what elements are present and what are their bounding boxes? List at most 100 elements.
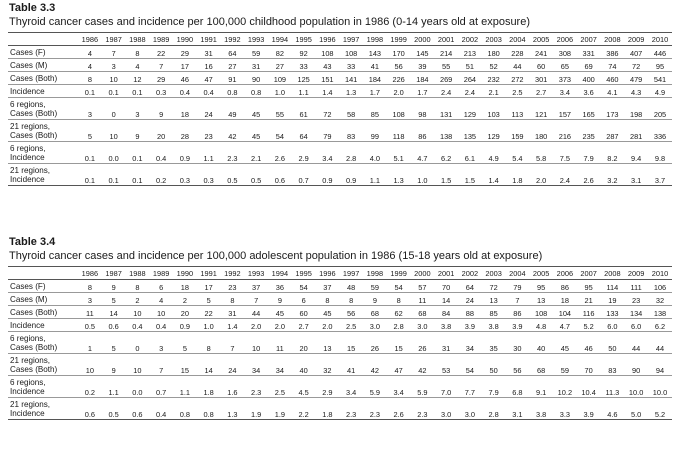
table-cell: 4.1 xyxy=(600,84,625,98)
table-cell: 125 xyxy=(291,71,316,85)
table-cell: 44 xyxy=(648,331,672,354)
table-cell: 57 xyxy=(410,279,435,293)
year-header: 1993 xyxy=(244,32,268,46)
table-cell: 1.5 xyxy=(458,163,482,186)
table-cell: 1.4 xyxy=(481,163,506,186)
table-cell: 2.3 xyxy=(244,375,268,398)
table-cell: 272 xyxy=(505,71,530,85)
table-cell: 0.1 xyxy=(101,163,126,186)
table-cell: 9 xyxy=(101,279,126,293)
row-label: Cases (Both) xyxy=(8,71,78,85)
table-cell: 83 xyxy=(339,119,363,142)
table-cell: 0.7 xyxy=(149,375,173,398)
table-cell: 2.0 xyxy=(386,84,411,98)
table-row: Cases (F) 8 9 8 6 18 17 23 37 36 54 37 48 59 54 57 70 64 7… xyxy=(8,279,672,293)
table-cell: 0.9 xyxy=(339,163,363,186)
table-cell: 3.4 xyxy=(553,84,577,98)
row-label: 21 regions, Incidence xyxy=(8,163,78,186)
table-cell: 3.4 xyxy=(339,375,363,398)
year-header: 1994 xyxy=(268,266,292,280)
table-row: Incidence 0.5 0.6 0.4 0.4 0.9 1.0 1.4 2.0 2.0 2.7 2… xyxy=(8,318,672,332)
table-cell: 10.0 xyxy=(624,375,648,398)
table-cell: 2.3 xyxy=(410,397,435,420)
table-cell: 308 xyxy=(553,45,577,59)
table-cell: 1.1 xyxy=(291,84,316,98)
table-cell: 5.4 xyxy=(505,141,530,164)
table-cell: 336 xyxy=(648,119,672,142)
table-cell: 7.9 xyxy=(576,141,601,164)
table-cell: 8 xyxy=(315,292,340,306)
table-cell: 8 xyxy=(196,331,221,354)
table-cell: 90 xyxy=(624,353,648,376)
table-cell: 3.9 xyxy=(576,397,601,420)
row-label-line: Cases (M) xyxy=(10,295,48,304)
table-cell: 8.2 xyxy=(600,141,625,164)
table-cell: 5.2 xyxy=(648,397,672,420)
table-cell: 400 xyxy=(576,71,601,85)
table-cell: 0.3 xyxy=(149,84,173,98)
table-cell: 9 xyxy=(101,353,126,376)
table-cell: 5.0 xyxy=(624,397,648,420)
table-cell: 226 xyxy=(386,71,411,85)
table-cell: 0.8 xyxy=(244,84,268,98)
year-header: 2003 xyxy=(481,32,506,46)
table-cell: 1.0 xyxy=(196,318,221,332)
row-label-line: Incidence xyxy=(10,387,45,396)
row-label-line: 6 regions, xyxy=(10,378,46,387)
table-cell: 0.1 xyxy=(78,163,102,186)
table-cell: 108 xyxy=(339,45,363,59)
table-cell: 0.8 xyxy=(173,397,197,420)
table-cell: 60 xyxy=(291,305,316,319)
table-cell: 16 xyxy=(196,58,221,72)
table-cell: 241 xyxy=(529,45,553,59)
table-cell: 36 xyxy=(268,279,292,293)
table-cell: 44 xyxy=(505,58,530,72)
table-cell: 0 xyxy=(101,97,126,120)
table-row: 6 regions, Cases (Both) 3 0 3 9 18 24 49 45 55 61 72… xyxy=(8,97,672,120)
year-header: 2002 xyxy=(458,32,482,46)
table-cell: 1.4 xyxy=(315,84,340,98)
table-cell: 17 xyxy=(173,58,197,72)
table-cell: 129 xyxy=(458,97,482,120)
table-row: 21 regions, Cases (Both) 5 10 9 20 28 23 42 45 54 6… xyxy=(8,119,672,142)
year-header: 2004 xyxy=(505,32,530,46)
table-cell: 11 xyxy=(410,292,435,306)
table-cell: 7.9 xyxy=(481,375,506,398)
table-cell: 91 xyxy=(220,71,245,85)
year-header: 2009 xyxy=(624,266,648,280)
row-label-header xyxy=(8,266,78,280)
year-header: 2009 xyxy=(624,32,648,46)
table-cell: 113 xyxy=(505,97,530,120)
table-number: Table 3.4 xyxy=(9,236,56,248)
year-header: 1996 xyxy=(315,266,340,280)
table-cell: 2.4 xyxy=(553,163,577,186)
table-cell: 34 xyxy=(268,353,292,376)
table-cell: 64 xyxy=(458,279,482,293)
table-number: Table 3.3 xyxy=(9,2,56,14)
table-cell: 44 xyxy=(624,331,648,354)
year-header: 2005 xyxy=(529,266,553,280)
table-row: 21 regions, Incidence 0.6 0.5 0.6 0.4 0.8 0.8 1.… xyxy=(8,397,672,420)
table-cell: 264 xyxy=(458,71,482,85)
table-cell: 0.3 xyxy=(173,163,197,186)
data-table: 1986 1987 1988 1989 1990 1991 1992 1993 1994 1995… xyxy=(8,32,672,186)
table-cell: 281 xyxy=(624,119,648,142)
table-cell: 1.8 xyxy=(315,397,340,420)
table-cell: 3.8 xyxy=(434,318,458,332)
table-cell: 70 xyxy=(434,279,458,293)
table-cell: 3.9 xyxy=(505,318,530,332)
table-cell: 27 xyxy=(220,58,245,72)
table-cell: 7 xyxy=(149,58,173,72)
year-header: 1989 xyxy=(149,266,173,280)
table-cell: 42 xyxy=(410,353,435,376)
table-cell: 8 xyxy=(220,292,245,306)
table-cell: 2.8 xyxy=(386,318,411,332)
table-cell: 2.4 xyxy=(458,84,482,98)
table-cell: 42 xyxy=(363,353,387,376)
table-cell: 0.1 xyxy=(125,141,150,164)
row-label: Cases (Both) xyxy=(8,305,78,319)
table-cell: 1.1 xyxy=(173,375,197,398)
table-cell: 45 xyxy=(268,305,292,319)
table-cell: 10 xyxy=(101,71,126,85)
table-cell: 3 xyxy=(149,331,173,354)
